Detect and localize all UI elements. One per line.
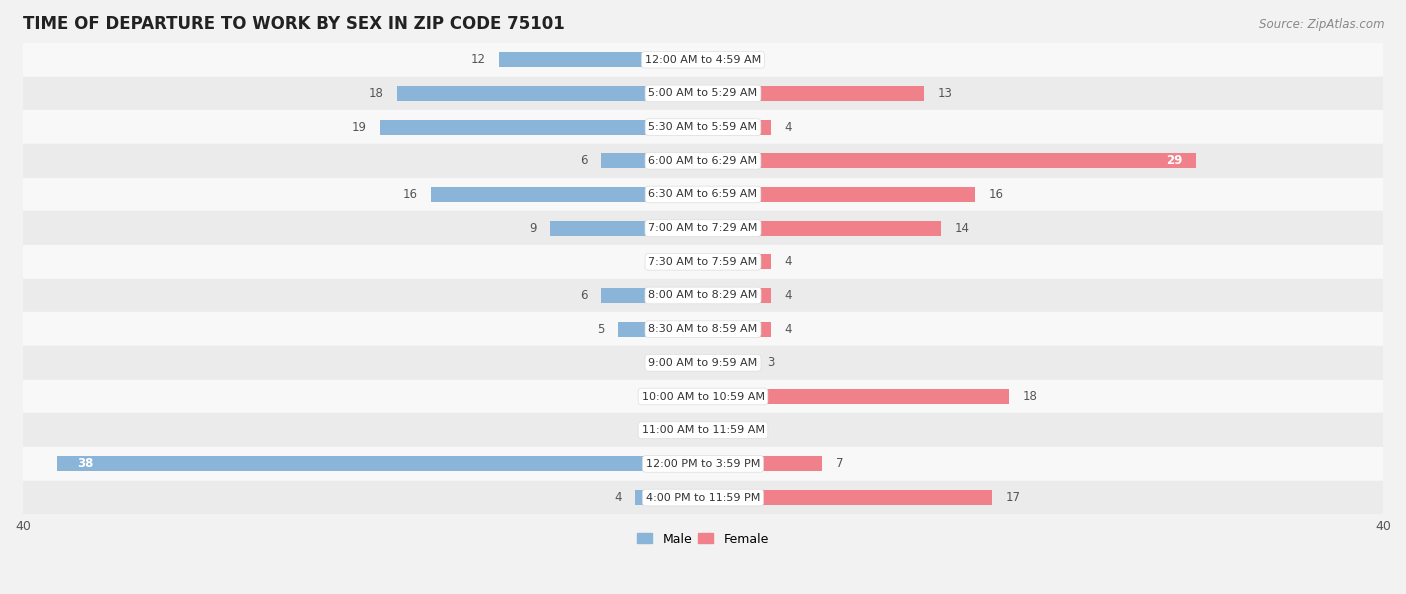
- Bar: [396, 86, 703, 101]
- Bar: [703, 422, 709, 438]
- Text: 8:00 AM to 8:29 AM: 8:00 AM to 8:29 AM: [648, 290, 758, 301]
- Text: 7:30 AM to 7:59 AM: 7:30 AM to 7:59 AM: [648, 257, 758, 267]
- Text: 0: 0: [717, 53, 724, 66]
- Text: TIME OF DEPARTURE TO WORK BY SEX IN ZIP CODE 75101: TIME OF DEPARTURE TO WORK BY SEX IN ZIP …: [22, 15, 565, 33]
- Text: 5:00 AM to 5:29 AM: 5:00 AM to 5:29 AM: [648, 89, 758, 99]
- Text: 12: 12: [471, 53, 485, 66]
- Bar: [703, 187, 974, 202]
- Bar: [697, 422, 703, 438]
- Bar: [703, 389, 1010, 404]
- Text: 4: 4: [614, 491, 621, 504]
- Text: 10:00 AM to 10:59 AM: 10:00 AM to 10:59 AM: [641, 391, 765, 402]
- Bar: [703, 456, 823, 472]
- Text: 3: 3: [768, 356, 775, 369]
- Bar: [22, 481, 1384, 514]
- Bar: [697, 389, 703, 404]
- Text: 5:30 AM to 5:59 AM: 5:30 AM to 5:59 AM: [648, 122, 758, 132]
- Bar: [380, 119, 703, 135]
- Bar: [703, 355, 754, 371]
- Bar: [619, 321, 703, 337]
- Text: 7: 7: [835, 457, 844, 470]
- Bar: [22, 413, 1384, 447]
- Bar: [703, 153, 1197, 168]
- Text: Source: ZipAtlas.com: Source: ZipAtlas.com: [1260, 18, 1385, 31]
- Text: 6:00 AM to 6:29 AM: 6:00 AM to 6:29 AM: [648, 156, 758, 166]
- Bar: [432, 187, 703, 202]
- Text: 13: 13: [938, 87, 952, 100]
- Text: 4: 4: [785, 289, 792, 302]
- Bar: [550, 220, 703, 236]
- Bar: [22, 447, 1384, 481]
- Text: 38: 38: [77, 457, 94, 470]
- Text: 14: 14: [955, 222, 970, 235]
- Bar: [703, 321, 770, 337]
- Text: 5: 5: [598, 323, 605, 336]
- Bar: [600, 153, 703, 168]
- Legend: Male, Female: Male, Female: [633, 527, 773, 551]
- Bar: [22, 110, 1384, 144]
- Bar: [703, 86, 924, 101]
- Text: 0: 0: [682, 390, 689, 403]
- Text: 16: 16: [402, 188, 418, 201]
- Bar: [703, 119, 770, 135]
- Text: 12:00 AM to 4:59 AM: 12:00 AM to 4:59 AM: [645, 55, 761, 65]
- Text: 7:00 AM to 7:29 AM: 7:00 AM to 7:29 AM: [648, 223, 758, 233]
- Text: 6: 6: [579, 154, 588, 168]
- Text: 9:00 AM to 9:59 AM: 9:00 AM to 9:59 AM: [648, 358, 758, 368]
- Bar: [22, 380, 1384, 413]
- Text: 19: 19: [352, 121, 367, 134]
- Bar: [22, 312, 1384, 346]
- Bar: [703, 52, 709, 67]
- Bar: [22, 77, 1384, 110]
- Text: 8:30 AM to 8:59 AM: 8:30 AM to 8:59 AM: [648, 324, 758, 334]
- Text: 16: 16: [988, 188, 1004, 201]
- Text: 6:30 AM to 6:59 AM: 6:30 AM to 6:59 AM: [648, 189, 758, 200]
- Text: 4:00 PM to 11:59 PM: 4:00 PM to 11:59 PM: [645, 492, 761, 503]
- Text: 0: 0: [682, 356, 689, 369]
- Bar: [22, 43, 1384, 77]
- Bar: [600, 288, 703, 303]
- Bar: [697, 355, 703, 371]
- Text: 4: 4: [785, 255, 792, 268]
- Bar: [22, 211, 1384, 245]
- Text: 0: 0: [682, 424, 689, 437]
- Text: 6: 6: [579, 289, 588, 302]
- Text: 4: 4: [785, 323, 792, 336]
- Bar: [56, 456, 703, 472]
- Text: 29: 29: [1166, 154, 1182, 168]
- Text: 18: 18: [368, 87, 384, 100]
- Bar: [703, 490, 993, 505]
- Bar: [703, 254, 770, 269]
- Bar: [499, 52, 703, 67]
- Bar: [22, 144, 1384, 178]
- Bar: [703, 288, 770, 303]
- Text: 12:00 PM to 3:59 PM: 12:00 PM to 3:59 PM: [645, 459, 761, 469]
- Text: 9: 9: [529, 222, 536, 235]
- Bar: [22, 346, 1384, 380]
- Text: 0: 0: [717, 424, 724, 437]
- Bar: [636, 490, 703, 505]
- Text: 18: 18: [1022, 390, 1038, 403]
- Bar: [22, 279, 1384, 312]
- Text: 17: 17: [1005, 491, 1021, 504]
- Bar: [22, 245, 1384, 279]
- Bar: [697, 254, 703, 269]
- Text: 11:00 AM to 11:59 AM: 11:00 AM to 11:59 AM: [641, 425, 765, 435]
- Bar: [703, 220, 941, 236]
- Bar: [22, 178, 1384, 211]
- Text: 0: 0: [682, 255, 689, 268]
- Text: 4: 4: [785, 121, 792, 134]
